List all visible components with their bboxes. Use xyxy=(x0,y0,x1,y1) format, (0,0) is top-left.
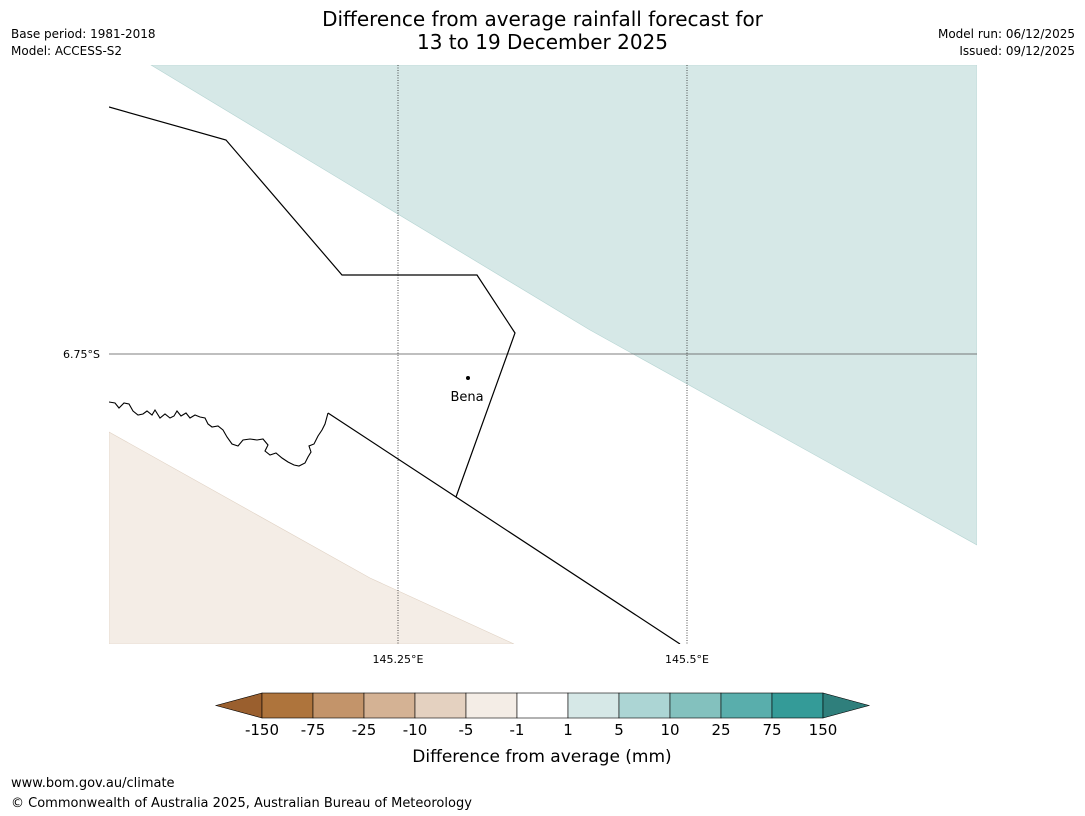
colorbar-tick-label: -1 xyxy=(510,721,525,739)
model-run-text: Model run: 06/12/2025 xyxy=(937,27,1075,41)
map-area: Bena xyxy=(109,65,977,644)
colorbar-segment xyxy=(516,692,569,719)
metadata-left: Base period: 1981-2018 Model: ACCESS-S2 xyxy=(11,26,156,60)
colorbar-tick-label: 10 xyxy=(660,721,679,739)
colorbar-tick-label: -5 xyxy=(459,721,474,739)
longitude-label: 145.25°E xyxy=(373,653,424,666)
colorbar-segment xyxy=(261,692,314,719)
colorbar-segment xyxy=(414,692,467,719)
colorbar-tick-label: 1 xyxy=(563,721,573,739)
province-boundary xyxy=(109,106,516,498)
colorbar-tick-label: 150 xyxy=(809,721,838,739)
colorbar-segment xyxy=(363,692,416,719)
issued-text: Issued: 09/12/2025 xyxy=(959,44,1075,58)
colorbar-tick-label: 75 xyxy=(762,721,781,739)
footer-url: www.bom.gov.au/climate xyxy=(11,776,175,791)
colorbar-tick-label: 25 xyxy=(711,721,730,739)
colorbar-segment xyxy=(465,692,518,719)
colorbar-segment xyxy=(567,692,620,719)
colorbar-extend-low xyxy=(214,692,263,719)
province-boundary xyxy=(109,401,329,467)
colorbar-tick-label: -75 xyxy=(301,721,326,739)
colorbar-tick-label: -10 xyxy=(403,721,428,739)
colorbar-tick-label: -150 xyxy=(245,721,279,739)
metadata-right: Model run: 06/12/2025 Issued: 09/12/2025 xyxy=(938,26,1075,60)
title-line-2: 13 to 19 December 2025 xyxy=(416,30,668,54)
colorbar-tick-label: -25 xyxy=(352,721,377,739)
town-marker xyxy=(466,376,470,380)
model-text: Model: ACCESS-S2 xyxy=(11,44,123,58)
colorbar-extend-high xyxy=(822,692,871,719)
wetter-region xyxy=(150,65,977,546)
title-line-1: Difference from average rainfall forecas… xyxy=(322,7,763,31)
drier-region xyxy=(109,431,515,644)
footer-copyright: © Commonwealth of Australia 2025, Austra… xyxy=(11,796,472,811)
colorbar-segment xyxy=(312,692,365,719)
colorbar-segment xyxy=(669,692,722,719)
longitude-label: 145.5°E xyxy=(665,653,709,666)
colorbar-segment xyxy=(720,692,773,719)
province-boundary xyxy=(327,412,681,644)
colorbar-segment xyxy=(618,692,671,719)
colorbar-segment xyxy=(771,692,824,719)
town-label: Bena xyxy=(450,390,483,405)
base-period-text: Base period: 1981-2018 xyxy=(11,27,156,41)
colorbar-tick-label: 5 xyxy=(614,721,624,739)
latitude-label: 6.75°S xyxy=(63,348,100,361)
chart-title: Difference from average rainfall forecas… xyxy=(0,8,1085,54)
colorbar-title: Difference from average (mm) xyxy=(412,747,671,767)
map: Bena 6.75°S 145.25°E 145.5°E xyxy=(63,65,977,666)
